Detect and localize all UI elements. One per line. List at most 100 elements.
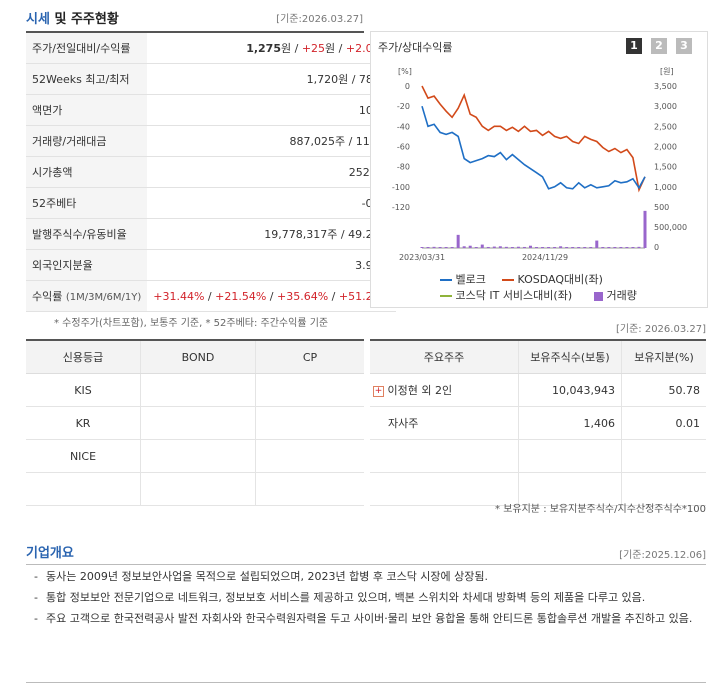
table-row: 액면가100원 (26, 94, 397, 126)
agency-name (26, 472, 141, 506)
holder-pct: 50.78 (621, 373, 706, 407)
separator: / (335, 42, 346, 55)
credit-rating-table: 신용등급 BOND CP KIS KR NICE (26, 339, 364, 506)
table-row: 시가총액252억원 (26, 156, 397, 188)
volume-axis-ticks: 500,000 0 (654, 223, 687, 252)
volume-bar (468, 245, 472, 248)
table-row: 52Weeks 최고/최저 1,720원 / 781원 (26, 63, 397, 95)
volume-bar (516, 246, 520, 248)
agency-name: KIS (26, 373, 141, 407)
volume-bar (613, 247, 617, 248)
overview-text: 통합 정보보안 전문기업으로 네트워크, 정보보호 서비스를 제공하고 있으며,… (46, 591, 646, 604)
cp-cell (255, 373, 364, 407)
table-row (370, 439, 706, 473)
legend-item: 코스닥 IT 서비스대비(좌) (440, 287, 572, 303)
right-tick-label: 2,000 (654, 143, 677, 152)
volume-bar (426, 247, 430, 248)
volume-bar (480, 244, 484, 248)
volume-bar (535, 247, 539, 248)
bond-cell (140, 373, 256, 407)
legend-item: 거래량 (594, 287, 637, 303)
overview-basis-date: [기준:2025.12.06] (619, 550, 706, 561)
row-value: 3.91% (147, 249, 397, 281)
agency-name: KR (26, 406, 141, 440)
cp-cell (255, 472, 364, 506)
column-header: 신용등급 (26, 339, 141, 374)
overview-list: - 동사는 2009년 정보보안사업을 목적으로 설립되었으며, 2023년 합병… (26, 568, 718, 631)
volume-bar (559, 246, 563, 248)
chart-tab-2[interactable]: 2 (651, 38, 667, 54)
volume-bar (589, 247, 593, 248)
bullet: - (34, 612, 38, 625)
empty-cell (518, 439, 622, 473)
volume-bars (420, 210, 647, 248)
overview-title: 기업개요 (26, 546, 74, 561)
empty-cell (370, 472, 519, 506)
volume-bar (625, 247, 629, 248)
left-tick-label: -40 (397, 122, 410, 131)
left-tick-label: 0 (405, 82, 410, 91)
legend-label: KOSDAQ대비(좌) (517, 273, 603, 286)
stock-chart: [%] [원] 0 -20 -40 -60 -80 -100 -120 3,500 3,000… (392, 67, 687, 262)
column-header: CP (255, 339, 364, 374)
right-tick-label: 2,500 (654, 122, 677, 131)
holder-name-cell: + 이정현 외 2인 (370, 373, 519, 407)
row-label: 수익률 (1M/3M/6M/1Y) (26, 280, 148, 312)
volume-bar (510, 247, 514, 248)
right-tick-label: 500 (654, 203, 669, 212)
x-tick-label: 2023/03/31 (399, 253, 445, 262)
separator: / (266, 289, 277, 303)
row-value: 19,778,317주 / 49.21% (147, 218, 397, 250)
quote-footnote: * 수정주가(차트포함), 보통주 기준, * 52주베타: 주간수익률 기준 (54, 318, 329, 329)
volume-bar (492, 246, 496, 248)
table-header-row: 주요주주 보유주식수(보통) 보유지분(%) (370, 339, 706, 374)
chart-tab-3[interactable]: 3 (676, 38, 692, 54)
empty-cell (370, 439, 519, 473)
return-1m: +31.44% (153, 289, 205, 303)
right-tick-label: 3,000 (654, 102, 677, 111)
table-row: 발행주식수/유동비율 19,778,317주 / 49.21% (26, 218, 397, 250)
agency-name: NICE (26, 439, 141, 473)
volume-bar (438, 247, 442, 248)
series-line-stock (421, 105, 646, 190)
row-label: 시가총액 (26, 156, 148, 188)
bullet: - (34, 570, 38, 583)
left-tick-label: -100 (392, 183, 410, 192)
volume-bar (607, 247, 611, 248)
table-row (370, 472, 706, 506)
row-value: 252억원 (147, 156, 397, 188)
returns-label-sub: (1M/3M/6M/1Y) (65, 292, 142, 303)
table-row: 수익률 (1M/3M/6M/1Y) +31.44% / +21.54% / +3… (26, 280, 397, 312)
bond-cell (140, 406, 256, 440)
returns-values: +31.44% / +21.54% / +35.64% / +51.25% (147, 280, 397, 312)
section-title: 시세 및 주주현황 (26, 8, 119, 27)
table-row: KR (26, 406, 364, 440)
overview-item: - 주요 고객으로 한국전력공사 발전 자회사와 한국수력원자력을 두고 사이버·… (34, 610, 718, 627)
cp-cell (255, 406, 364, 440)
volume-bar (462, 246, 466, 248)
volume-bar (522, 246, 526, 248)
left-axis-unit: [%] (398, 67, 412, 76)
volume-bar (565, 247, 569, 248)
quote-table: 주가/전일대비/수익률 1,275원 / +25원 / +2.00% 52Wee… (26, 33, 397, 312)
table-row: 거래량/거래대금 887,025주 / 11억원 (26, 125, 397, 157)
volume-bar (631, 247, 635, 248)
chart-tab-1[interactable]: 1 (626, 38, 642, 54)
empty-cell (621, 439, 706, 473)
section-basis-date: [기준:2026.03.27] (276, 14, 363, 25)
left-tick-label: -60 (397, 143, 410, 152)
volume-bar (571, 247, 575, 248)
right-tick-label: 3,500 (654, 82, 677, 91)
volume-bar (486, 246, 490, 248)
volume-bar (474, 247, 478, 248)
volume-bar (601, 247, 605, 248)
volume-bar (583, 247, 587, 248)
legend-item: 벨로크 (440, 271, 486, 287)
x-tick-label: 2024/11/29 (522, 253, 568, 262)
bullet: - (34, 591, 38, 604)
volume-bar (504, 246, 508, 248)
separator: / (291, 42, 302, 55)
table-row: + 이정현 외 2인 10,043,943 50.78 (370, 373, 706, 407)
expand-icon[interactable]: + (373, 385, 384, 397)
left-tick-label: -20 (397, 102, 410, 111)
